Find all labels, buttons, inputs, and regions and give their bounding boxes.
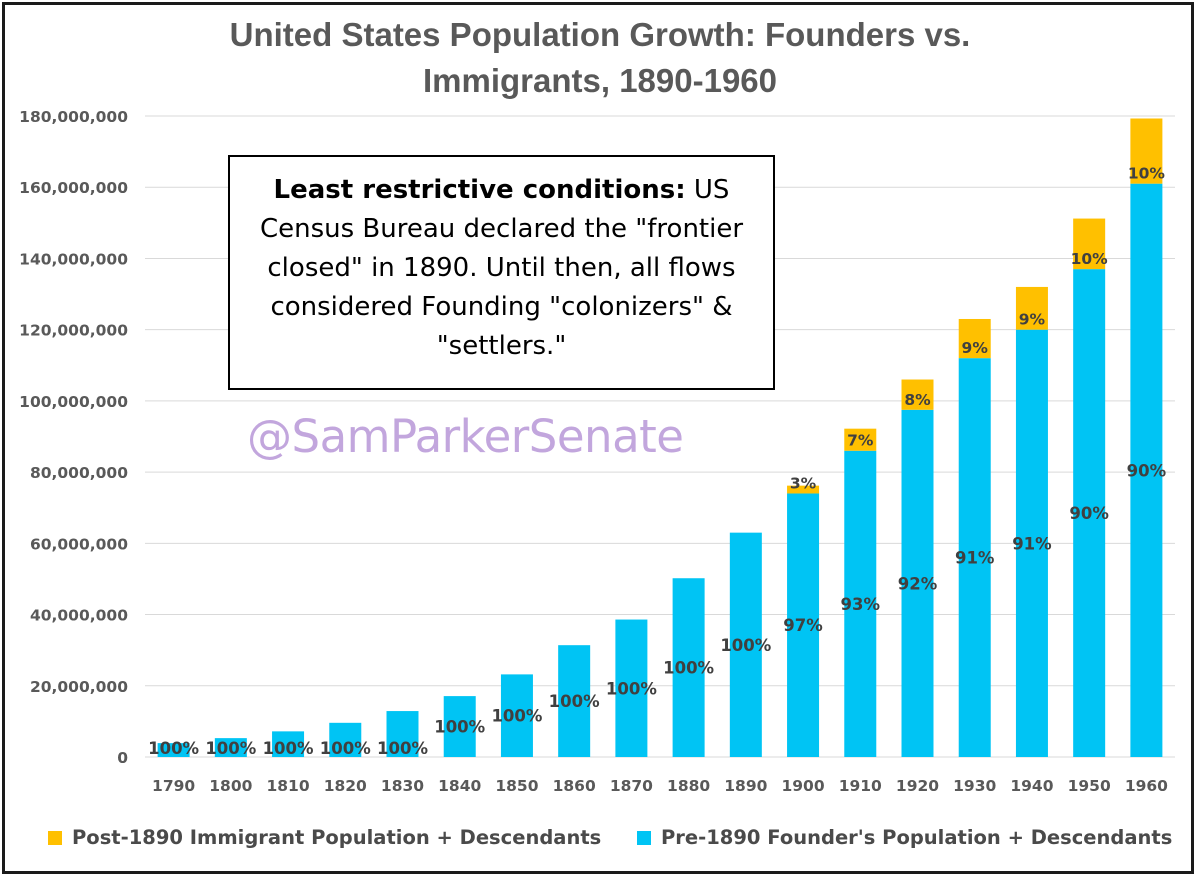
y-tick-label: 20,000,000 — [30, 678, 128, 696]
y-tick-label: 120,000,000 — [19, 322, 128, 340]
bar-founders — [558, 645, 591, 757]
bar-label-founders: 97% — [783, 616, 823, 635]
x-tick-label: 1930 — [953, 777, 996, 795]
x-tick-label: 1890 — [724, 777, 767, 795]
legend-label-immigrants: Post-1890 Immigrant Population + Descend… — [72, 826, 602, 849]
y-axis-tick-labels: 0 20,000,000 40,000,000 60,000,000 80,000,00… — [19, 108, 128, 767]
x-tick-label: 1900 — [781, 777, 824, 795]
legend-item-founders: Pre-1890 Founder's Population + Descenda… — [637, 826, 1172, 849]
bar-label-founders: 90% — [1069, 504, 1109, 523]
x-tick-label: 1920 — [896, 777, 939, 795]
x-tick-label: 1800 — [209, 777, 252, 795]
bar-founders — [1073, 269, 1106, 757]
legend-label-founders: Pre-1890 Founder's Population + Descenda… — [661, 826, 1173, 849]
bar-series — [157, 118, 1163, 757]
callout-box: Least restrictive conditions: US Census … — [228, 155, 775, 390]
bar-label-founders: 100% — [320, 739, 371, 758]
bar-immigrants — [844, 428, 877, 451]
bar-founders — [958, 358, 991, 757]
bar-label-founders: 100% — [606, 679, 657, 698]
bar-founders — [787, 493, 820, 757]
callout-text: US Census Bureau declared the "frontier … — [259, 175, 744, 361]
watermark-handle: @SamParkerSenate — [247, 410, 684, 463]
legend-swatch-immigrants — [48, 830, 62, 845]
x-axis-tick-labels: 1790 1800 1810 1820 1830 1840 1850 1860 1870 1880… — [152, 777, 1168, 795]
bar-immigrants — [901, 379, 934, 410]
bar-founders — [500, 674, 533, 757]
bar-immigrants — [958, 318, 991, 359]
bar-label-immigrants: 7% — [847, 432, 874, 450]
y-tick-label: 100,000,000 — [19, 393, 128, 411]
bar-label-immigrants: 10% — [1071, 250, 1109, 268]
bar-founders — [157, 743, 190, 757]
x-tick-label: 1790 — [152, 777, 195, 795]
bar-label-immigrants: 9% — [962, 339, 989, 357]
bar-label-founders: 100% — [663, 659, 714, 678]
x-tick-label: 1810 — [266, 777, 309, 795]
bar-founders — [329, 722, 362, 757]
x-tick-label: 1910 — [839, 777, 882, 795]
bar-founders — [615, 619, 648, 757]
callout-bold-text: Least restrictive conditions: — [273, 175, 686, 205]
bar-label-immigrants: 10% — [1128, 165, 1166, 183]
bar-founders — [214, 738, 247, 757]
x-tick-label: 1940 — [1010, 777, 1053, 795]
y-tick-label: 60,000,000 — [30, 535, 128, 553]
bar-founders — [443, 696, 476, 757]
x-tick-label: 1880 — [667, 777, 710, 795]
bar-data-labels: 100% 100% 100% 100% 100% 100% 100% 100% 100% 100%… — [148, 165, 1166, 758]
y-tick-label: 140,000,000 — [19, 250, 128, 268]
bar-label-founders: 100% — [434, 718, 485, 737]
chart-title: United States Population Growth: Founder… — [229, 16, 971, 99]
x-tick-label: 1960 — [1125, 777, 1168, 795]
bar-label-immigrants: 8% — [904, 391, 931, 409]
y-tick-label: 40,000,000 — [30, 607, 128, 625]
y-tick-label: 0 — [117, 749, 128, 767]
bar-label-founders: 91% — [1012, 534, 1052, 553]
bar-label-founders: 100% — [263, 739, 314, 758]
x-tick-label: 1840 — [438, 777, 481, 795]
legend-item-immigrants: Post-1890 Immigrant Population + Descend… — [48, 826, 601, 849]
bar-label-founders: 100% — [549, 692, 600, 711]
bar-label-founders: 100% — [205, 739, 256, 758]
bar-label-founders: 100% — [148, 739, 199, 758]
bar-label-founders: 100% — [377, 739, 428, 758]
y-tick-label: 160,000,000 — [19, 179, 128, 197]
bar-label-immigrants: 9% — [1019, 311, 1046, 329]
bar-label-founders: 90% — [1127, 461, 1167, 480]
x-tick-label: 1860 — [553, 777, 596, 795]
x-tick-label: 1830 — [381, 777, 424, 795]
bar-founders — [901, 409, 934, 757]
bar-label-founders: 93% — [841, 595, 881, 614]
bar-founders — [272, 731, 305, 757]
bar-label-founders: 92% — [898, 574, 938, 593]
y-tick-label: 80,000,000 — [30, 464, 128, 482]
x-tick-label: 1820 — [324, 777, 367, 795]
bar-founders — [1015, 329, 1048, 757]
bar-immigrants — [1130, 118, 1163, 184]
bar-label-immigrants: 3% — [790, 474, 817, 492]
legend-swatch-founders — [637, 830, 651, 845]
bar-founders — [672, 578, 705, 757]
chart-legend: Post-1890 Immigrant Population + Descend… — [0, 826, 1200, 858]
x-tick-label: 1870 — [610, 777, 653, 795]
bar-label-founders: 100% — [720, 636, 771, 655]
bar-label-founders: 100% — [491, 707, 542, 726]
bar-founders — [1130, 183, 1163, 757]
bar-label-founders: 91% — [955, 549, 995, 568]
bar-immigrants — [1015, 286, 1048, 330]
bar-founders — [386, 711, 419, 757]
x-tick-label: 1950 — [1068, 777, 1111, 795]
bar-immigrants — [1073, 218, 1106, 270]
bar-founders — [844, 450, 877, 757]
bar-founders — [729, 532, 762, 757]
bar-immigrants — [787, 485, 820, 494]
x-tick-label: 1850 — [495, 777, 538, 795]
y-tick-label: 180,000,000 — [19, 108, 128, 126]
